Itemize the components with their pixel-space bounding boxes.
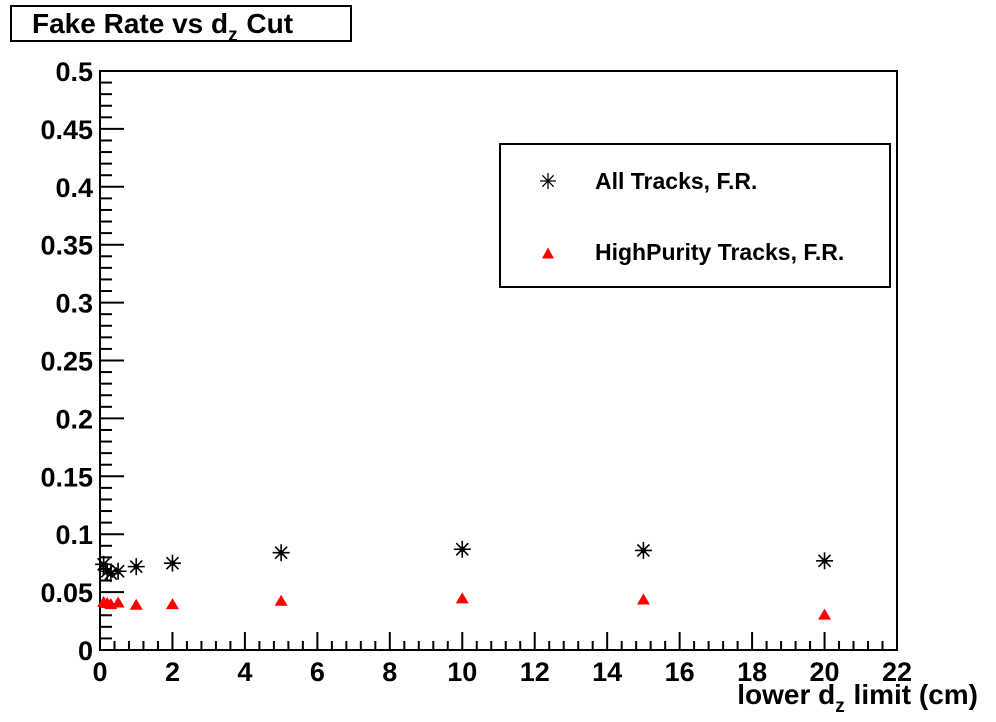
series-highpurity-tracks	[97, 592, 832, 620]
star-marker	[453, 540, 471, 558]
x-axis-title-text: lower d	[737, 679, 836, 710]
plot-title-subscript: z	[228, 25, 238, 46]
legend-entry-highpurity-tracks: HighPurity Tracks, F.R.	[501, 217, 889, 287]
y-tick-label: 0.4	[55, 173, 93, 203]
plot-title-text: Fake Rate vs d	[32, 8, 229, 39]
x-tick-label: 10	[447, 657, 477, 687]
triangle-marker	[455, 592, 469, 604]
y-tick-label: 0.15	[40, 462, 93, 492]
series-all-tracks	[95, 540, 834, 583]
y-tick-label: 0.35	[40, 231, 93, 261]
y-tick-label: 0.5	[55, 57, 93, 87]
star-marker	[163, 554, 181, 572]
y-tick-label: 0	[78, 636, 93, 666]
x-tick-label: 4	[237, 657, 252, 687]
plot-title-box: Fake Rate vs dz Cut	[10, 5, 352, 46]
legend-entry-all-tracks: All Tracks, F.R.	[501, 146, 889, 216]
y-tick-label: 0.1	[55, 520, 93, 550]
star-marker	[109, 562, 127, 580]
legend-label-all-tracks: All Tracks, F.R.	[595, 167, 758, 194]
star-marker	[816, 552, 834, 570]
star-marker	[127, 558, 145, 576]
y-tick-label: 0.25	[40, 347, 93, 377]
x-tick-label: 0	[92, 657, 107, 687]
x-tick-label: 14	[592, 657, 622, 687]
triangle-marker	[111, 596, 125, 608]
triangle-marker	[636, 593, 650, 605]
x-tick-label: 2	[165, 657, 180, 687]
x-tick-label: 16	[665, 657, 695, 687]
triangle-marker	[818, 608, 832, 620]
y-tick-label: 0.05	[40, 578, 93, 608]
y-tick-label: 0.3	[55, 289, 93, 319]
triangle-marker	[542, 247, 554, 259]
triangle-marker	[165, 598, 179, 610]
star-marker	[540, 173, 556, 189]
x-axis-title-subscript: z	[835, 696, 845, 717]
x-tick-label: 20	[810, 657, 840, 687]
x-axis-title-suffix: limit (cm)	[845, 679, 978, 710]
plot-title-suffix: Cut	[238, 8, 294, 39]
star-marker	[634, 541, 652, 559]
legend-box: All Tracks, F.R. HighPurity Tracks, F.R.	[499, 143, 891, 288]
star-marker-icon	[501, 170, 595, 192]
triangle-marker	[129, 598, 143, 610]
x-tick-label: 12	[520, 657, 550, 687]
star-marker	[272, 544, 290, 562]
y-tick-label: 0.2	[55, 404, 93, 434]
x-tick-label: 18	[737, 657, 767, 687]
x-axis-title: lower dz limit (cm)	[737, 679, 978, 717]
x-tick-label: 6	[310, 657, 325, 687]
triangle-marker-icon	[501, 241, 595, 263]
triangle-marker	[274, 594, 288, 606]
x-tick-label: 22	[882, 657, 912, 687]
legend-label-highpurity-tracks: HighPurity Tracks, F.R.	[595, 238, 845, 265]
y-tick-label: 0.45	[40, 115, 93, 145]
x-tick-label: 8	[382, 657, 397, 687]
